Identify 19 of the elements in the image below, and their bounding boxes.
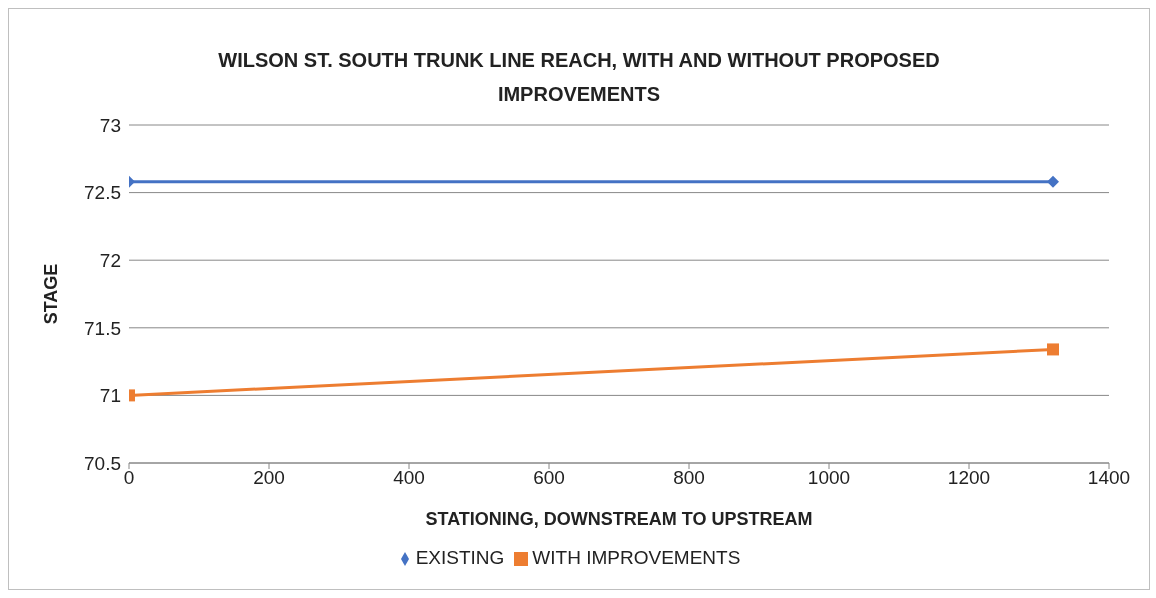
- x-tick-label: 400: [393, 467, 425, 489]
- y-tick-label: 71: [99, 385, 121, 407]
- legend-label: WITH IMPROVEMENTS: [532, 547, 741, 568]
- x-tick-label: 1400: [1087, 467, 1131, 489]
- x-tick-label: 800: [673, 467, 705, 489]
- y-tick-label: 72.5: [84, 182, 121, 204]
- legend-label: EXISTING: [415, 547, 505, 568]
- x-tick-label: 1000: [807, 467, 851, 489]
- x-tick-label: 200: [253, 467, 285, 489]
- x-axis-title: STATIONING, DOWNSTREAM TO UPSTREAM: [425, 509, 813, 529]
- x-tick-label: 0: [123, 467, 135, 489]
- x-tick-label: 1200: [947, 467, 991, 489]
- y-axis-title: STAGE: [41, 263, 62, 325]
- y-tick-label: 72: [99, 249, 121, 271]
- y-tick-label: 73: [99, 114, 121, 136]
- x-tick-label: 600: [533, 467, 565, 489]
- y-tick-label: 70.5: [84, 452, 121, 474]
- y-tick-label: 71.5: [84, 317, 121, 339]
- chart-title: WILSON ST. SOUTH TRUNK LINE REACH, WITH AND WITHOUT PROPOSED IMPROVEMENTS: [217, 48, 941, 107]
